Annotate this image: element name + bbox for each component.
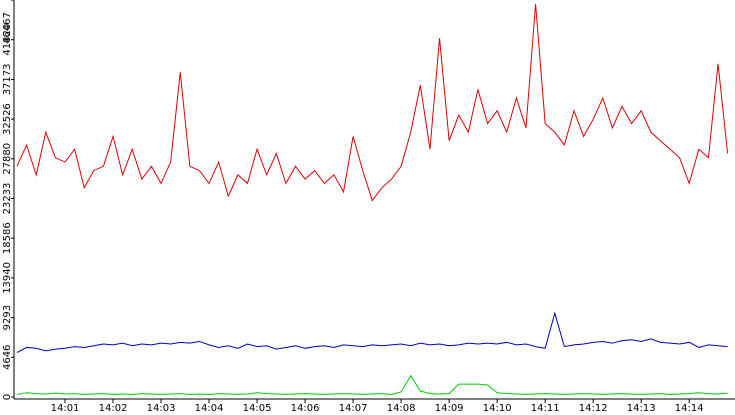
x-tick-label: 14:12 <box>579 403 608 414</box>
series-line <box>16 374 728 395</box>
y-tick-label: 32526 <box>2 103 13 135</box>
x-tick-label: 14:01 <box>51 403 80 414</box>
series-line <box>16 3 729 202</box>
y-tick-label: 27880 <box>2 143 13 175</box>
y-tick-label: 9293 <box>2 305 13 330</box>
x-tick-label: 14:02 <box>99 403 128 414</box>
y-tick-label: 37173 <box>2 63 13 95</box>
y-tick-label: 18586 <box>2 222 13 254</box>
y-tick-label: 46467 <box>2 12 13 44</box>
x-tick-label: 14:04 <box>195 403 224 414</box>
x-tick-label: 14:10 <box>483 403 512 414</box>
y-tick-label: 41820 <box>2 24 13 56</box>
x-tick-label: 14:03 <box>147 403 176 414</box>
x-tick-label: 14:13 <box>627 403 656 414</box>
x-tick-label: 14:06 <box>291 403 320 414</box>
series-line <box>16 311 728 354</box>
x-tick-label: 14:05 <box>243 403 272 414</box>
y-tick-label: 23233 <box>2 183 13 215</box>
y-tick-label: 13940 <box>2 262 13 294</box>
y-tick-label: 0 <box>2 394 13 400</box>
x-tick-label: 14:09 <box>435 403 464 414</box>
y-tick-label: 4646 <box>2 345 13 370</box>
x-tick-label: 14:11 <box>531 403 560 414</box>
x-tick-label: 14:07 <box>339 403 368 414</box>
x-tick-label: 14:14 <box>675 403 704 414</box>
x-tick-label: 14:08 <box>387 403 416 414</box>
